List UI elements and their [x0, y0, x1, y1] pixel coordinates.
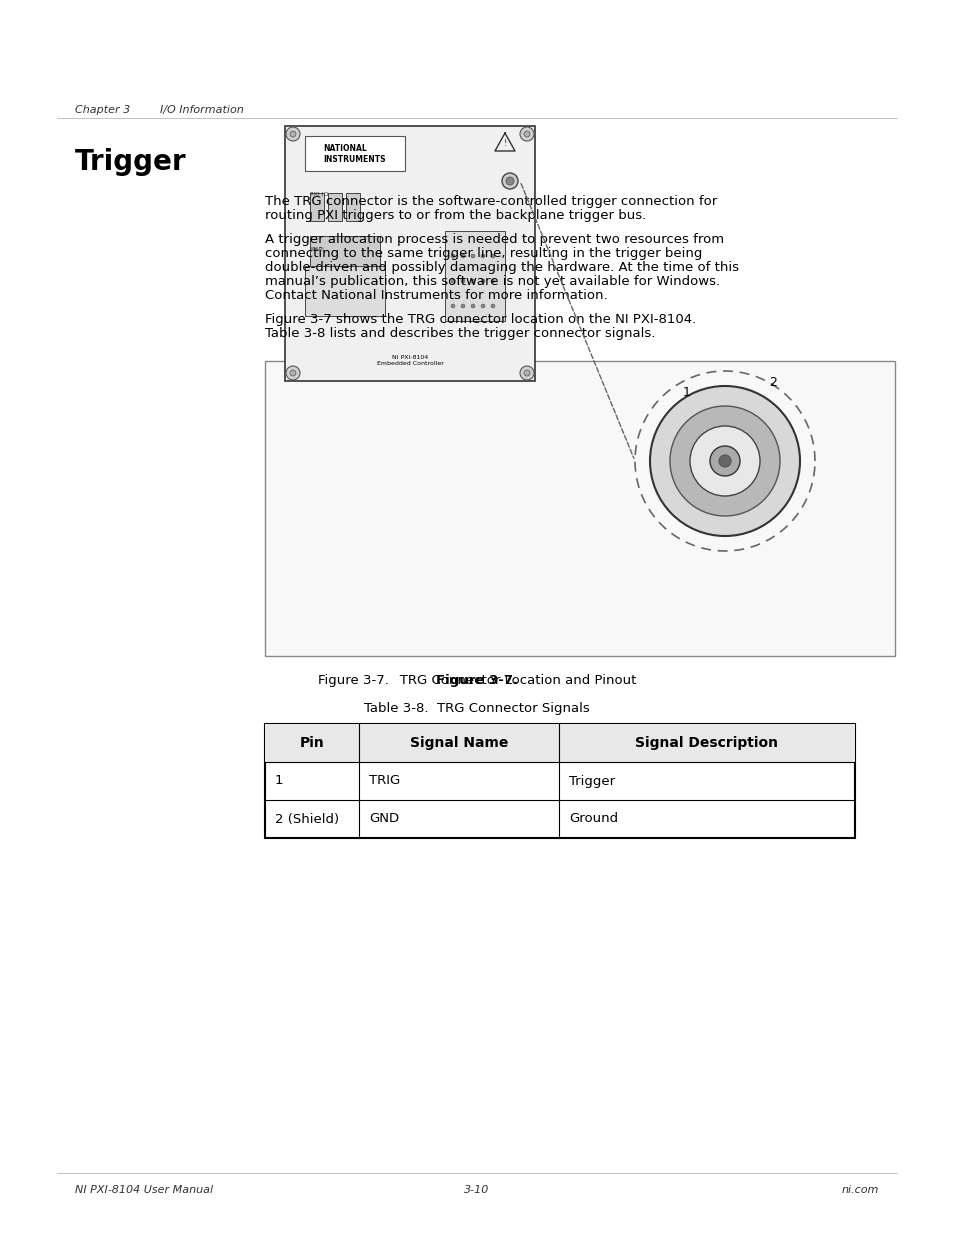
- Circle shape: [286, 127, 299, 141]
- Text: Pin: Pin: [299, 736, 324, 750]
- Circle shape: [505, 177, 514, 185]
- Circle shape: [480, 279, 484, 283]
- Circle shape: [451, 304, 455, 308]
- FancyBboxPatch shape: [265, 361, 894, 656]
- Text: Ground: Ground: [568, 813, 618, 825]
- Text: Chapter 3: Chapter 3: [75, 105, 131, 115]
- Text: ATAPI: ATAPI: [310, 247, 325, 252]
- Text: double-driven and possibly damaging the hardware. At the time of this: double-driven and possibly damaging the …: [265, 261, 739, 274]
- Circle shape: [519, 366, 534, 380]
- Text: 2: 2: [768, 377, 776, 389]
- Text: Table 3-8.  TRG Connector Signals: Table 3-8. TRG Connector Signals: [364, 701, 589, 715]
- FancyBboxPatch shape: [328, 193, 341, 221]
- Text: Figure 3-7 shows the TRG connector location on the NI PXI-8104.: Figure 3-7 shows the TRG connector locat…: [265, 312, 696, 326]
- Circle shape: [460, 279, 464, 283]
- Circle shape: [480, 254, 484, 258]
- Circle shape: [286, 366, 299, 380]
- Circle shape: [501, 173, 517, 189]
- Circle shape: [491, 254, 495, 258]
- Circle shape: [480, 304, 484, 308]
- Text: Table 3-8 lists and describes the trigger connector signals.: Table 3-8 lists and describes the trigge…: [265, 327, 655, 340]
- Text: Figure 3-7.  TRG Connector Location and Pinout: Figure 3-7. TRG Connector Location and P…: [317, 674, 636, 687]
- Circle shape: [491, 304, 495, 308]
- FancyBboxPatch shape: [346, 193, 359, 221]
- Bar: [265, 724, 854, 839]
- Text: connecting to the same trigger line, resulting in the trigger being: connecting to the same trigger line, res…: [265, 247, 701, 261]
- Text: 1: 1: [682, 387, 690, 399]
- Text: I/O Information: I/O Information: [160, 105, 244, 115]
- FancyBboxPatch shape: [444, 231, 504, 321]
- Text: The TRG connector is the software-controlled trigger connection for: The TRG connector is the software-contro…: [265, 195, 717, 207]
- Text: Trigger: Trigger: [568, 774, 615, 788]
- Text: Trigger: Trigger: [75, 148, 187, 177]
- Text: GND: GND: [369, 813, 398, 825]
- Circle shape: [460, 304, 464, 308]
- Text: 2 (Shield): 2 (Shield): [274, 813, 338, 825]
- Text: Signal Name: Signal Name: [410, 736, 508, 750]
- Circle shape: [471, 279, 475, 283]
- Text: routing PXI triggers to or from the backplane trigger bus.: routing PXI triggers to or from the back…: [265, 209, 645, 222]
- Text: 3-10: 3-10: [464, 1186, 489, 1195]
- Circle shape: [669, 406, 780, 516]
- Text: TRIG: TRIG: [369, 774, 400, 788]
- Circle shape: [290, 370, 295, 375]
- Text: A trigger allocation process is needed to prevent two resources from: A trigger allocation process is needed t…: [265, 233, 723, 246]
- Text: 1: 1: [274, 774, 283, 788]
- Circle shape: [471, 304, 475, 308]
- Circle shape: [491, 279, 495, 283]
- FancyBboxPatch shape: [310, 236, 379, 270]
- Circle shape: [649, 387, 800, 536]
- FancyBboxPatch shape: [310, 193, 324, 221]
- Text: NATIONAL
INSTRUMENTS: NATIONAL INSTRUMENTS: [323, 144, 385, 164]
- Text: Contact National Instruments for more information.: Contact National Instruments for more in…: [265, 289, 607, 303]
- Text: !: !: [503, 138, 506, 147]
- Circle shape: [460, 254, 464, 258]
- Circle shape: [451, 254, 455, 258]
- Circle shape: [519, 127, 534, 141]
- FancyBboxPatch shape: [305, 136, 405, 170]
- FancyBboxPatch shape: [285, 126, 535, 382]
- Text: ni.com: ni.com: [841, 1186, 878, 1195]
- FancyBboxPatch shape: [305, 266, 385, 316]
- Circle shape: [451, 279, 455, 283]
- Text: Signal Description: Signal Description: [635, 736, 778, 750]
- Circle shape: [290, 131, 295, 137]
- Circle shape: [523, 131, 530, 137]
- Circle shape: [709, 446, 740, 475]
- Bar: [265, 724, 854, 762]
- Circle shape: [523, 370, 530, 375]
- Text: NI PXI-8104 User Manual: NI PXI-8104 User Manual: [75, 1186, 213, 1195]
- Circle shape: [689, 426, 760, 496]
- Text: NI PXI-8104
Embedded Controller: NI PXI-8104 Embedded Controller: [376, 356, 443, 366]
- Circle shape: [719, 454, 730, 467]
- Text: Figure 3-7.: Figure 3-7.: [436, 674, 517, 687]
- Text: PXI IO: PXI IO: [310, 191, 328, 198]
- Text: manual’s publication, this software is not yet available for Windows.: manual’s publication, this software is n…: [265, 275, 720, 288]
- Circle shape: [471, 254, 475, 258]
